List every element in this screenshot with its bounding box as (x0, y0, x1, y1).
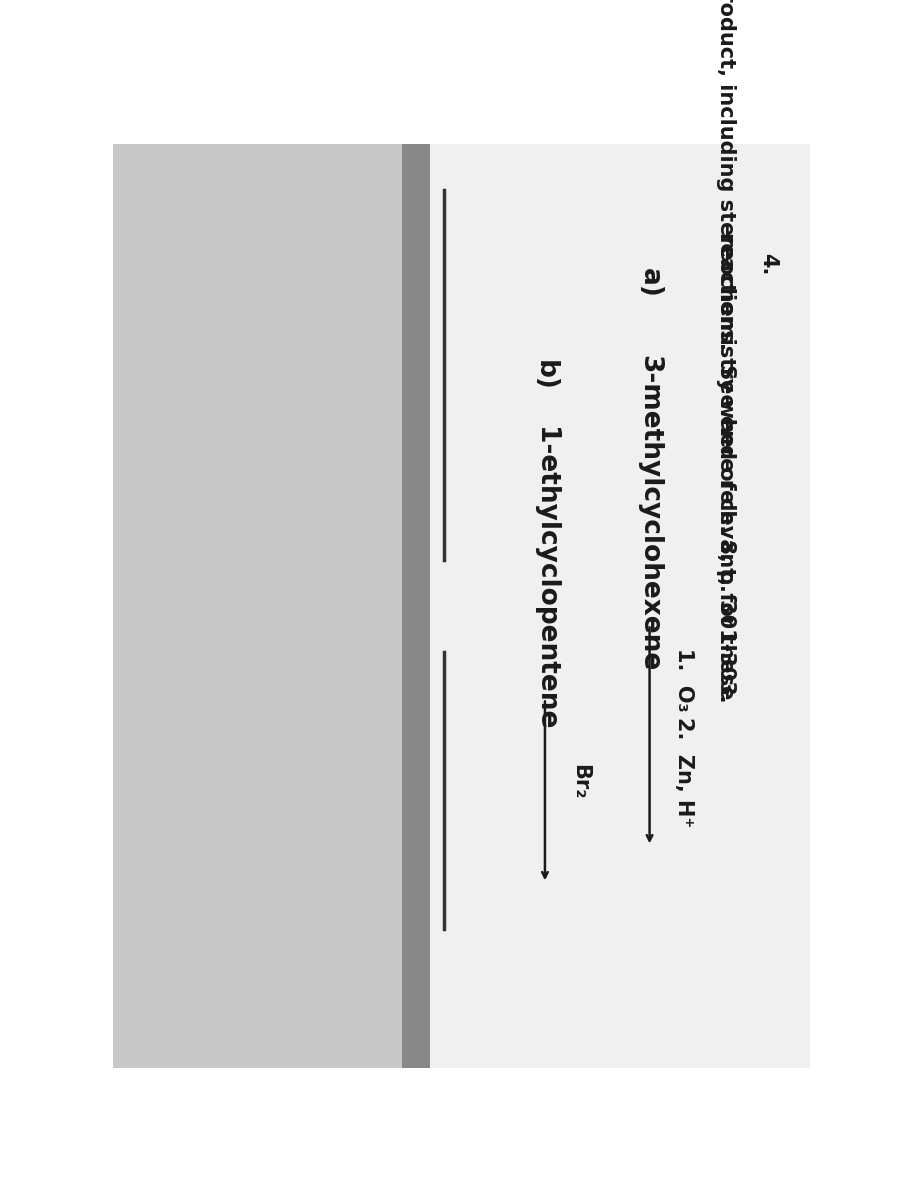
Text: 3-methylcyclohexene: 3-methylcyclohexene (636, 355, 662, 672)
Text: a): a) (636, 268, 662, 298)
Text: 2.  Zn, H⁺: 2. Zn, H⁺ (674, 718, 695, 828)
Text: reactions.  See end of ch. 8, p. 301-303.: reactions. See end of ch. 8, p. 301-303. (716, 232, 736, 703)
Text: 4.: 4. (758, 253, 778, 275)
Bar (402, 144, 430, 1068)
Bar (112, 144, 402, 1068)
Text: 1.  O₃: 1. O₃ (674, 648, 695, 712)
Text: Write in the product, including stereochemistry where relevant, for these: Write in the product, including stereoch… (716, 0, 736, 700)
Text: b): b) (532, 360, 558, 390)
Bar (430, 144, 810, 1068)
Text: 1-ethylcyclopentene: 1-ethylcyclopentene (532, 426, 558, 730)
Text: Br₂: Br₂ (570, 764, 590, 799)
